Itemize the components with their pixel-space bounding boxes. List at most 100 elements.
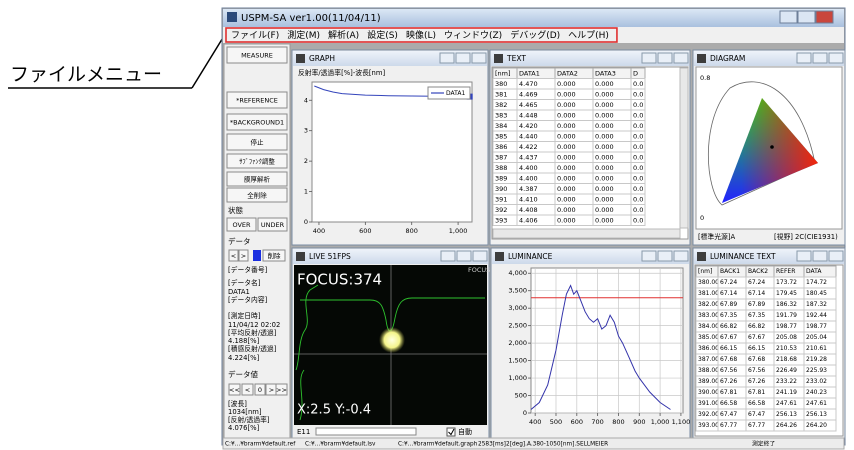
table-cell-text: 67.77 [748,422,765,429]
button-label[interactable]: MEASURE [241,52,273,60]
status-item: C:¥...¥brarm¥default.ref [225,442,296,448]
table-cell-text: 67.68 [720,356,737,363]
button-label[interactable]: >> [276,386,287,394]
panel-button[interactable] [813,53,827,63]
table-cell-text: 256.13 [776,411,797,418]
table-header: DATA3 [595,69,616,77]
panel-button[interactable] [441,251,455,261]
panel-button[interactable] [658,251,672,261]
info-line: DATA1 [228,288,250,296]
button-label[interactable]: < [231,252,236,260]
y-tick-label: 2,000 [508,339,527,347]
panel-title: TEXT [506,54,526,63]
button-label[interactable]: UNDER [261,221,285,229]
table-cell-text: 67.47 [748,411,765,418]
x-tick-label: 1,000 [651,418,670,426]
menu-item[interactable]: 解析(A) [328,29,359,41]
table-cell-text: 67.89 [720,301,737,308]
x-tick-label: 700 [591,418,603,426]
button-label[interactable]: *REFERENCE [236,97,278,105]
table-cell-text: 179.45 [776,290,797,297]
x-tick-label: 400 [313,227,325,235]
menu-item[interactable]: ウィンドウ(Z) [444,30,502,41]
menu-item[interactable]: デバッグ(D) [510,29,560,41]
scrollbar-h [493,229,680,238]
y-tick-label: 3,000 [508,304,527,312]
table-cell-text: 247.61 [776,400,797,407]
panel-button[interactable] [658,53,672,63]
data-indicator [253,250,261,261]
panel-button[interactable] [472,53,486,63]
panel-button[interactable] [473,251,487,261]
table-cell-text: 66.58 [720,400,737,407]
app-icon [227,12,237,22]
table-cell-text: 384.00 [698,323,719,330]
panel-button[interactable] [813,251,827,261]
panel-button[interactable] [457,251,471,261]
table-cell-text: 0.0 [633,143,643,151]
table-cell-text: 67.24 [720,279,737,286]
window-button[interactable] [780,11,797,23]
axis-label: 0 [700,214,704,222]
info-line: 4.224[%] [228,354,260,362]
status-item: 2[deg].A.380-1050[nm].SELLMEIER [506,442,608,448]
panel-button[interactable] [797,251,811,261]
table-cell-text: 233.22 [776,378,797,385]
info-line: [データ名] [228,278,261,287]
table-cell-text: 381.00 [698,290,719,297]
light-spot [379,327,405,353]
menu-item[interactable]: ヘルプ(H) [568,30,609,41]
y-tick-label: 1,000 [508,374,527,382]
button-label[interactable]: OVER [232,221,251,229]
button-label[interactable]: > [241,252,246,260]
table-cell-text: 382 [495,101,507,109]
slider[interactable] [316,428,416,435]
table-cell-text: 4.470 [519,80,538,88]
table-cell-text: 0.000 [557,195,576,203]
info-line: 1034[nm] [228,408,262,416]
table-cell-text: 385.00 [698,334,719,341]
button-label[interactable]: 膜厚解析 [244,175,271,184]
x-tick-label: 800 [612,418,624,426]
x-tick-label: 900 [633,418,645,426]
panel-button[interactable] [674,53,688,63]
y-tick-label: 3 [304,127,308,135]
table-cell-text: 0.0 [633,101,643,109]
button-label[interactable]: *BACKGROUND1 [230,119,284,127]
x-tick-label: 1,100 [672,418,691,426]
window-button[interactable] [816,11,833,23]
button-label[interactable]: < [245,386,250,394]
menu-item[interactable]: 測定(M) [287,29,320,41]
panel-button[interactable] [440,53,454,63]
panel-button[interactable] [642,251,656,261]
button-label[interactable]: << [229,386,240,394]
table-cell-text: 0.000 [557,132,576,140]
button-label[interactable]: 削除 [268,251,282,260]
menu-item[interactable]: ファイル(F) [231,31,279,41]
table-cell-text: 388 [495,164,507,172]
table-cell-text: 380 [495,80,507,88]
app-title: USPM-SA ver1.00(11/04/11) [241,13,381,24]
table-cell-text: 0.000 [595,216,614,224]
window-button[interactable] [798,11,815,23]
panel-button[interactable] [674,251,688,261]
button-label[interactable]: 全削除 [247,191,267,200]
panel-button[interactable] [642,53,656,63]
panel-button[interactable] [797,53,811,63]
button-label[interactable]: > [269,386,274,394]
table-cell-text: 389 [495,174,507,182]
panel-button[interactable] [829,251,843,261]
menu-item[interactable]: 映像(L) [406,29,436,41]
button-label[interactable]: 停止 [251,138,265,147]
button-label[interactable]: 0 [258,386,262,394]
table-cell-text: 4.420 [519,122,538,130]
button-label[interactable]: ｻﾌﾞﾌｧﾝｸ調整 [239,157,275,166]
table-cell-text: 205.04 [806,334,827,341]
panel-button[interactable] [829,53,843,63]
table-cell-text: 0.0 [633,206,643,214]
table-cell-text: 191.79 [776,312,797,319]
info-line: [反射/透過率] [228,415,270,424]
panel-button[interactable] [456,53,470,63]
table-cell-text: 393 [495,216,507,224]
menu-item[interactable]: 設定(S) [367,29,398,41]
